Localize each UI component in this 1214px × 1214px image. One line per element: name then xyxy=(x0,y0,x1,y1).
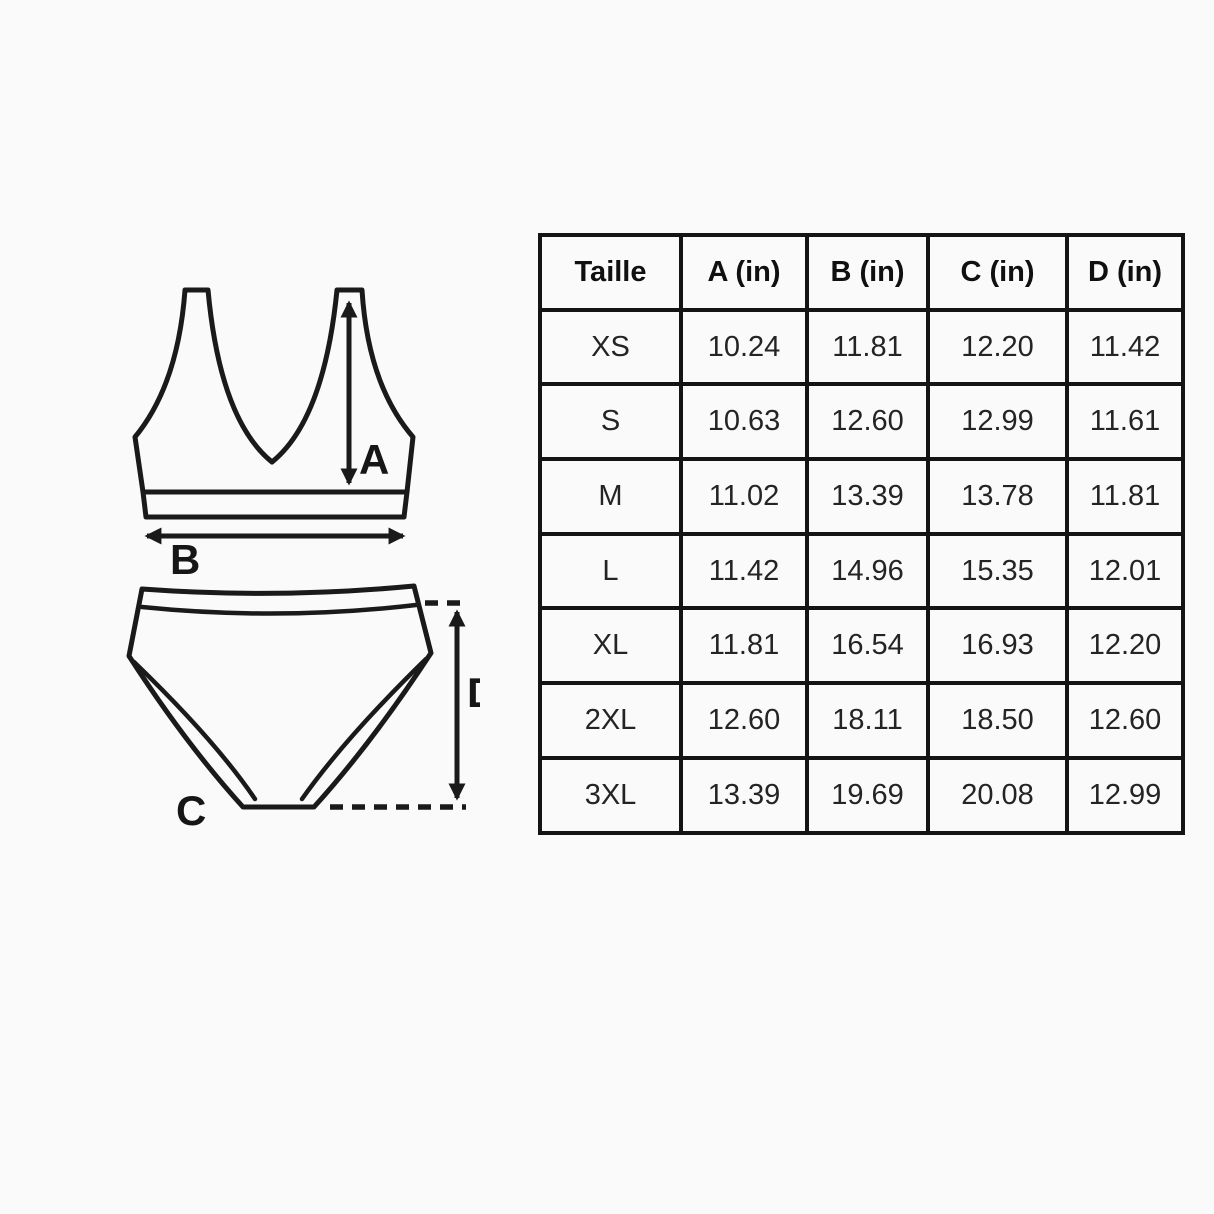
size-row-l: L 11.42 14.96 15.35 12.01 xyxy=(538,531,1185,611)
size-cell: XL xyxy=(538,606,683,686)
size-cell: 11.42 xyxy=(1065,307,1185,387)
size-cell: 11.61 xyxy=(1065,382,1185,462)
size-cell: 18.50 xyxy=(926,681,1069,760)
size-cell: M xyxy=(538,457,683,536)
size-cell: 11.02 xyxy=(679,457,809,536)
size-cell: 11.42 xyxy=(679,531,809,611)
bikini-measurement-diagram: A B D C xyxy=(126,287,480,830)
header-cell-d: D (in) xyxy=(1065,233,1185,312)
size-cell: 12.20 xyxy=(926,307,1069,387)
size-cell: 12.60 xyxy=(679,681,809,760)
bikini-top-drawing xyxy=(132,287,416,520)
header-cell-a: A (in) xyxy=(679,233,809,312)
size-cell: 11.81 xyxy=(1065,457,1185,536)
size-cell: 16.93 xyxy=(926,606,1069,686)
size-cell: 20.08 xyxy=(926,755,1069,835)
size-cell: 11.81 xyxy=(679,606,809,686)
measure-label-a: A xyxy=(359,436,389,483)
size-cell: 13.39 xyxy=(805,457,930,536)
size-row-2xl: 2XL 12.60 18.11 18.50 12.60 xyxy=(538,681,1185,760)
size-cell: L xyxy=(538,531,683,611)
size-cell: 16.54 xyxy=(805,606,930,686)
bikini-bottom-drawing xyxy=(126,583,434,810)
header-row: Taille A (in) B (in) C (in) D (in) xyxy=(538,233,1185,312)
size-row-s: S 10.63 12.60 12.99 11.61 xyxy=(538,382,1185,462)
size-cell: 13.78 xyxy=(926,457,1069,536)
size-cell: 10.63 xyxy=(679,382,809,462)
size-cell: 13.39 xyxy=(679,755,809,835)
size-cell: 19.69 xyxy=(805,755,930,835)
size-row-3xl: 3XL 13.39 19.69 20.08 12.99 xyxy=(538,755,1185,835)
size-row-xl: XL 11.81 16.54 16.93 12.20 xyxy=(538,606,1185,686)
size-cell: 11.81 xyxy=(805,307,930,387)
size-cell: 12.99 xyxy=(926,382,1069,462)
size-cell: 12.20 xyxy=(1065,606,1185,686)
header-cell-size: Taille xyxy=(538,233,683,312)
size-cell: 3XL xyxy=(538,755,683,835)
measure-label-c: C xyxy=(176,787,206,830)
size-cell: XS xyxy=(538,307,683,387)
size-cell: 15.35 xyxy=(926,531,1069,611)
size-cell: 14.96 xyxy=(805,531,930,611)
size-cell: 2XL xyxy=(538,681,683,760)
size-row-xs: XS 10.24 11.81 12.20 11.42 xyxy=(538,307,1185,387)
size-cell: 12.01 xyxy=(1065,531,1185,611)
measure-label-b: B xyxy=(170,536,200,583)
size-cell: 10.24 xyxy=(679,307,809,387)
measure-label-d: D xyxy=(467,669,480,716)
size-chart-table: Taille A (in) B (in) C (in) D (in) XS 10… xyxy=(538,233,1185,835)
size-cell: 12.60 xyxy=(805,382,930,462)
size-cell: 12.60 xyxy=(1065,681,1185,760)
header-cell-c: C (in) xyxy=(926,233,1069,312)
size-cell: 12.99 xyxy=(1065,755,1185,835)
size-cell: S xyxy=(538,382,683,462)
size-cell: 18.11 xyxy=(805,681,930,760)
size-row-m: M 11.02 13.39 13.78 11.81 xyxy=(538,457,1185,536)
header-cell-b: B (in) xyxy=(805,233,930,312)
